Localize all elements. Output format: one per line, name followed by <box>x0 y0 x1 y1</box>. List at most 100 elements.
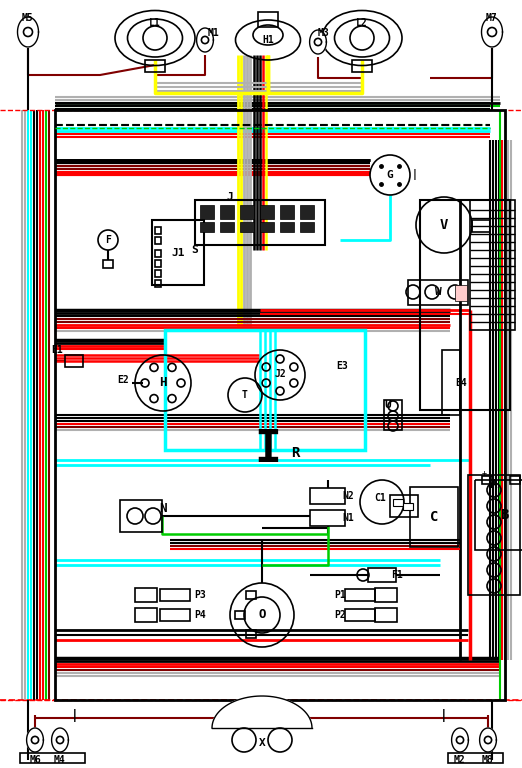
Bar <box>345 609 375 621</box>
Bar <box>375 608 397 622</box>
Polygon shape <box>310 30 326 54</box>
Bar <box>510 476 520 484</box>
Text: M2: M2 <box>454 755 466 765</box>
Text: +: + <box>481 469 487 478</box>
Text: U: U <box>385 400 392 410</box>
Bar <box>384 400 402 430</box>
Text: P3: P3 <box>194 590 206 600</box>
Text: M8: M8 <box>482 755 494 765</box>
Bar <box>155 250 161 257</box>
Text: L2: L2 <box>356 18 368 28</box>
Bar <box>235 611 245 619</box>
Bar <box>258 12 278 27</box>
Bar <box>310 510 345 526</box>
Text: |: | <box>412 170 418 180</box>
Bar <box>408 280 468 305</box>
Text: J1: J1 <box>171 248 185 258</box>
Bar <box>345 589 375 601</box>
Text: R: R <box>291 446 299 460</box>
Bar <box>20 753 85 763</box>
Bar <box>200 222 214 232</box>
Bar <box>220 205 234 219</box>
Bar <box>152 220 204 285</box>
Bar <box>455 285 467 301</box>
Bar <box>220 222 234 232</box>
Text: W: W <box>435 287 442 297</box>
Bar <box>393 499 403 506</box>
Bar <box>472 220 490 232</box>
Bar <box>420 200 510 410</box>
Text: G: G <box>387 170 394 180</box>
Text: F: F <box>105 235 111 245</box>
Polygon shape <box>18 17 39 47</box>
Bar <box>470 200 515 330</box>
Text: C: C <box>430 510 438 524</box>
Text: E2: E2 <box>117 375 129 385</box>
Text: I: I <box>255 429 281 472</box>
Bar <box>155 260 161 267</box>
Text: A: A <box>490 478 498 491</box>
Text: M1: M1 <box>207 28 219 38</box>
Text: N: N <box>159 502 167 515</box>
Text: J2: J2 <box>274 369 286 379</box>
Bar <box>160 609 190 621</box>
Bar <box>155 227 161 234</box>
Bar <box>155 237 161 244</box>
Text: E3: E3 <box>336 361 348 371</box>
Text: N1: N1 <box>342 513 354 523</box>
Bar <box>155 270 161 277</box>
Text: X: X <box>258 738 265 748</box>
Bar <box>145 60 165 72</box>
Bar <box>135 588 157 602</box>
Bar <box>475 480 522 550</box>
Polygon shape <box>197 28 213 52</box>
Text: M6: M6 <box>29 755 41 765</box>
Text: M7: M7 <box>486 13 498 23</box>
Text: F1: F1 <box>391 570 403 580</box>
Polygon shape <box>452 728 468 752</box>
Bar <box>448 753 503 763</box>
Text: L1: L1 <box>149 18 161 28</box>
Text: M5: M5 <box>22 13 34 23</box>
Bar <box>160 589 190 601</box>
Bar <box>240 205 254 219</box>
Bar <box>390 495 418 517</box>
Bar <box>280 222 294 232</box>
Polygon shape <box>481 17 503 47</box>
Bar <box>55 110 505 700</box>
Text: E1: E1 <box>51 345 63 355</box>
Text: V: V <box>440 218 448 232</box>
Bar <box>300 222 314 232</box>
Text: J: J <box>227 192 233 202</box>
Bar <box>310 488 345 504</box>
Bar <box>482 476 492 484</box>
Polygon shape <box>27 728 43 752</box>
Text: C1: C1 <box>374 493 386 503</box>
Text: P4: P4 <box>194 610 206 620</box>
Text: S: S <box>192 245 198 255</box>
Text: M4: M4 <box>54 755 66 765</box>
Text: O: O <box>258 608 266 621</box>
Bar <box>280 205 294 219</box>
Text: N2: N2 <box>342 491 354 501</box>
Bar <box>165 330 365 450</box>
Bar <box>65 355 83 367</box>
Bar <box>103 260 113 268</box>
Bar <box>300 205 314 219</box>
Bar <box>403 503 413 510</box>
Bar <box>246 630 256 638</box>
Text: M3: M3 <box>317 28 329 38</box>
Text: P2: P2 <box>334 610 346 620</box>
Bar <box>352 60 372 72</box>
Polygon shape <box>212 696 312 728</box>
Polygon shape <box>480 728 496 752</box>
Text: E4: E4 <box>455 378 467 388</box>
Bar <box>468 475 520 595</box>
Text: P1: P1 <box>334 590 346 600</box>
Text: B: B <box>500 508 508 522</box>
Bar <box>260 205 274 219</box>
Bar <box>260 222 274 232</box>
Bar <box>120 500 162 532</box>
Bar <box>195 200 325 245</box>
Text: |: | <box>71 709 79 721</box>
